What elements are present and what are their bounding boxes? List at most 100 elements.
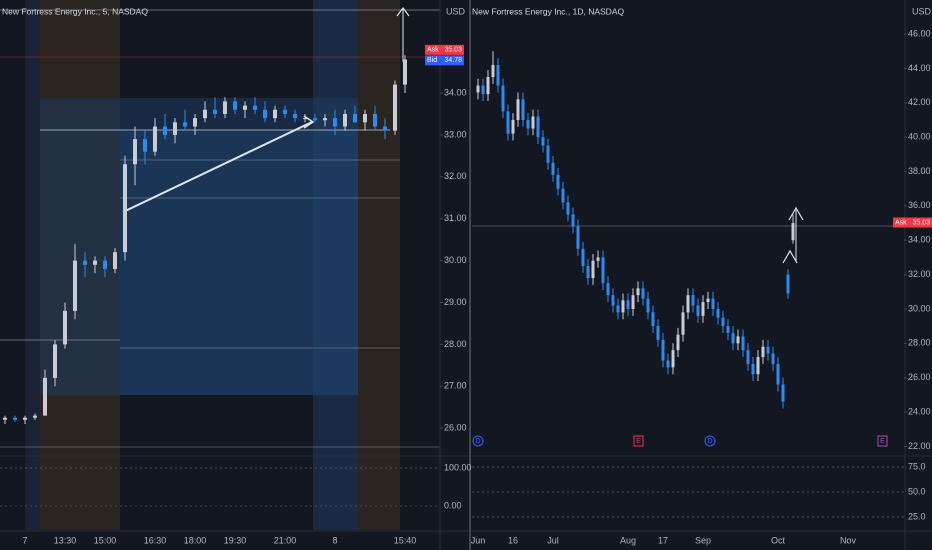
candle-body [363, 113, 367, 123]
candle-body [83, 260, 87, 265]
y-tick-label: 28.00 [444, 339, 467, 349]
event-label: E [880, 438, 885, 445]
candle-body [531, 116, 535, 129]
candle-body [481, 85, 485, 95]
x-tick-label: 15:00 [94, 535, 117, 545]
candle-body [601, 257, 605, 284]
candle-body [681, 312, 685, 335]
y-tick-label: 40.00 [908, 131, 931, 141]
candle-body [621, 300, 625, 313]
x-tick-label: 18:00 [184, 535, 207, 545]
candle-body [616, 305, 620, 313]
candle-body [163, 126, 167, 135]
x-tick-label: 8 [332, 535, 337, 545]
candle-body [746, 350, 750, 364]
candle-body [786, 274, 790, 294]
candle-body [213, 109, 217, 114]
y-tick-label: 24.00 [908, 406, 931, 416]
indicator-tick-label: 100.00 [444, 462, 472, 472]
indicator-tick-label: 50.0 [908, 486, 926, 496]
event-marker [633, 435, 644, 447]
candle-body [63, 310, 67, 345]
currency-label: USD [446, 6, 466, 16]
candle-body [756, 357, 760, 375]
ask-tag-label: Ask [427, 47, 439, 54]
ask-tag [893, 217, 932, 228]
candle-body [791, 223, 795, 241]
candle-body [661, 339, 665, 361]
candle-body [516, 99, 520, 120]
candle-body [706, 298, 710, 303]
candle-body [566, 202, 570, 215]
event-label: D [475, 438, 480, 445]
x-tick-label: 21:00 [274, 535, 297, 545]
candle-body [701, 302, 705, 316]
candle-body [771, 353, 775, 364]
x-tick-label: 16 [508, 535, 518, 545]
candle-body [243, 105, 247, 110]
candle-body [496, 64, 500, 86]
candle-body [511, 119, 515, 134]
bid-tag-label: Bid [427, 57, 437, 64]
currency-label: USD [912, 6, 932, 16]
candle-body [581, 248, 585, 266]
candle-body [223, 101, 227, 114]
indicator-tick-label: 75.0 [908, 461, 926, 471]
chart-title: New Fortress Energy Inc., 5, NASDAQ [2, 6, 148, 16]
candle-body [556, 174, 560, 189]
candle-body [183, 122, 187, 127]
candle-body [476, 85, 480, 93]
candle-body [741, 336, 745, 351]
candle-body [43, 377, 47, 416]
candle-body [491, 64, 495, 77]
candle-body [403, 59, 407, 85]
indicator-tick-label: 0.00 [444, 500, 462, 510]
candle-body [766, 346, 770, 354]
y-tick-label: 30.00 [444, 255, 467, 265]
range-box [120, 130, 358, 395]
arrow-head [782, 249, 798, 264]
session-band [358, 0, 400, 530]
x-tick-label: 17 [658, 535, 668, 545]
candle-body [233, 101, 237, 110]
candle-body [596, 257, 600, 261]
candle-body [501, 85, 505, 112]
y-tick-label: 44.00 [908, 63, 931, 73]
trend-line [122, 121, 313, 213]
candle-body [731, 333, 735, 344]
y-tick-label: 38.00 [908, 166, 931, 176]
candle-body [506, 111, 510, 134]
candle-body [103, 260, 107, 269]
candle-body [143, 139, 147, 152]
candle-body [536, 116, 540, 138]
candle-body [641, 288, 645, 299]
y-tick-label: 34.00 [444, 87, 467, 97]
candle-body [611, 295, 615, 306]
candle-body [726, 326, 730, 334]
x-tick-label: 15:40 [394, 535, 417, 545]
event-marker [877, 435, 888, 447]
candle-body [333, 118, 337, 127]
y-tick-label: 27.00 [444, 381, 467, 391]
candle-body [781, 384, 785, 402]
x-tick-label: Oct [771, 535, 786, 545]
x-tick-label: Sep [695, 535, 711, 545]
candle-body [591, 260, 595, 279]
candle-body [203, 109, 207, 119]
x-tick-label: 19:30 [224, 535, 247, 545]
session-band [25, 0, 40, 530]
candle-body [776, 363, 780, 385]
candle-body [293, 113, 297, 119]
candle-body [123, 164, 127, 253]
arrow-head [788, 206, 804, 221]
candle-body [73, 260, 77, 311]
candle-body [546, 145, 550, 163]
y-tick-label: 46.00 [908, 28, 931, 38]
candle-body [486, 76, 490, 95]
x-tick-label: Jul [547, 535, 559, 545]
candle-body [666, 360, 670, 368]
candle-body [696, 305, 700, 316]
candle-body [576, 226, 580, 249]
candle-body [23, 417, 27, 420]
candle-body [33, 415, 37, 418]
